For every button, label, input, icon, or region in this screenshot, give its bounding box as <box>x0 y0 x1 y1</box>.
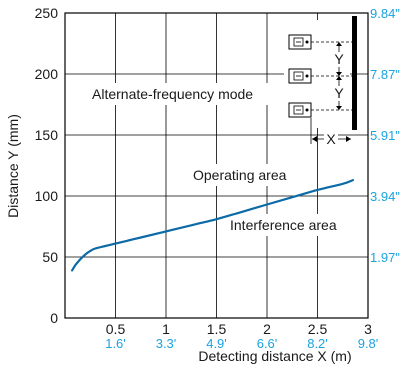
operating-label-bg <box>190 164 310 186</box>
mode-label: Alternate-frequency mode <box>92 86 253 102</box>
sensor-top <box>288 34 312 50</box>
x-secondary-tick-label: 4.9' <box>206 336 227 351</box>
y-tick-label: 150 <box>35 127 59 143</box>
x-tick-label: 0.5 <box>106 321 126 337</box>
sensor-middle <box>288 68 312 84</box>
y-arrow-1 <box>336 42 342 46</box>
x-tick-label: 3 <box>364 321 372 337</box>
sensor-bottom <box>288 102 312 118</box>
x-tick-label: 1 <box>162 321 170 337</box>
y-secondary-tick-labels: 1.97" 3.94" 5.91" 7.87" 9.84" <box>370 6 400 265</box>
y-tick-labels: 0 50 100 150 200 250 <box>35 5 59 326</box>
plot-frame <box>64 12 369 319</box>
inset-y-label-2: Y <box>334 85 344 101</box>
y-arrow-4 <box>336 106 342 110</box>
y-tick-label: 100 <box>35 188 59 204</box>
sensor-diagram: Y Y X <box>284 16 357 147</box>
y-tick-label: 200 <box>35 66 59 82</box>
y-secondary-tick-label: 1.97" <box>370 250 400 265</box>
y-label-bg-1 <box>333 52 345 67</box>
y-axis-label: Distance Y (mm) <box>5 114 21 218</box>
y-secondary-tick-label: 3.94" <box>370 189 400 204</box>
y-arrow-2 <box>336 72 342 76</box>
inset-x-label: X <box>326 131 336 147</box>
y-tick-label: 250 <box>35 5 59 21</box>
y-tick-label: 50 <box>42 249 58 265</box>
x-tick-label: 1.5 <box>207 321 227 337</box>
operating-area-label: Operating area <box>193 167 287 183</box>
interference-label-bg <box>227 214 355 236</box>
mode-label-bg <box>88 83 280 105</box>
y-tick-label: 0 <box>50 310 58 326</box>
x-secondary-tick-label: 6.6' <box>257 336 278 351</box>
y-arrow-3 <box>336 76 342 80</box>
x-secondary-tick-label: 8.2' <box>307 336 328 351</box>
x-secondary-tick-label: 1.6' <box>105 336 126 351</box>
x-tick-labels: 0.5 1 1.5 2 2.5 3 <box>106 321 372 337</box>
y-secondary-tick-label: 5.91" <box>370 128 400 143</box>
x-tick-label: 2.5 <box>308 321 328 337</box>
y-label-bg-2 <box>333 86 345 101</box>
x-label-bg <box>324 131 338 146</box>
series-line <box>71 179 354 272</box>
reflector-bar <box>352 16 357 130</box>
x-arrow-right <box>346 136 351 142</box>
x-arrow-left <box>312 136 317 142</box>
x-axis-label: Detecting distance X (m) <box>198 348 351 364</box>
x-secondary-tick-label: 9.8' <box>358 336 379 351</box>
y-secondary-tick-label: 9.84" <box>370 6 400 21</box>
x-secondary-tick-label: 3.3' <box>156 336 177 351</box>
y-secondary-tick-label: 7.87" <box>370 67 400 82</box>
interference-area-label: Interference area <box>230 217 337 233</box>
x-tick-label: 2 <box>263 321 271 337</box>
x-secondary-tick-labels: 1.6' 3.3' 4.9' 6.6' 8.2' 9.8' <box>105 336 378 351</box>
inset-y-label-1: Y <box>334 51 344 67</box>
